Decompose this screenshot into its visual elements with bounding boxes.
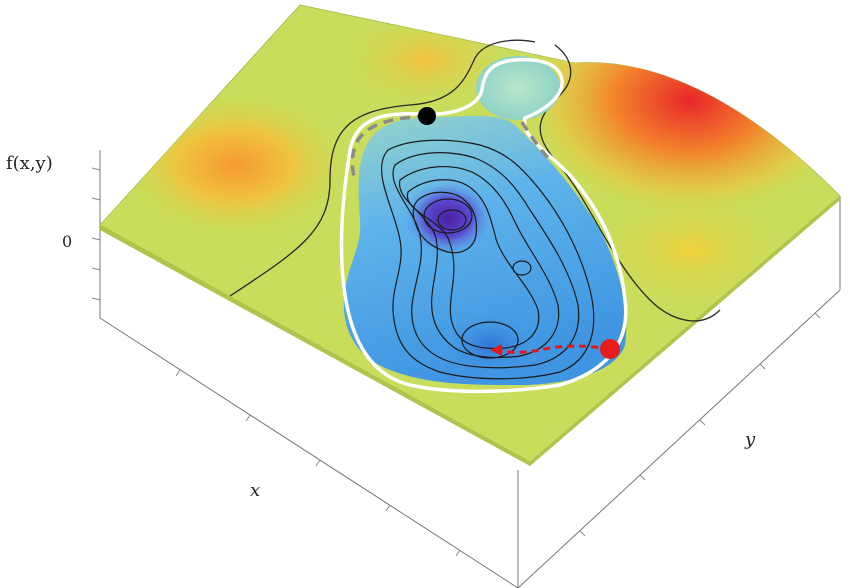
axis-ticks	[91, 167, 821, 557]
z-axis-tick-zero: 0	[62, 232, 72, 251]
y-axis-label: y	[744, 429, 756, 450]
path-gray-dashed	[350, 114, 428, 181]
basin-fill	[343, 115, 627, 386]
deep-well	[403, 180, 493, 256]
basin-contours	[380, 139, 595, 380]
path-gray-dashed-right	[520, 121, 554, 164]
marker-red	[600, 339, 620, 359]
marker-black	[418, 107, 436, 125]
plane-contours	[229, 39, 721, 322]
level-set-curve	[339, 57, 628, 394]
bounding-box	[99, 150, 841, 588]
peak-left	[125, 95, 345, 235]
z-axis-label: f(x,y)	[6, 153, 53, 174]
x-axis-label: x	[250, 480, 260, 501]
saddle-bump	[476, 56, 560, 120]
surface	[99, 4, 841, 466]
path-red-arrowhead	[490, 344, 502, 356]
lower-well	[435, 310, 545, 380]
peak-right-low	[600, 195, 780, 305]
basin	[343, 56, 627, 386]
